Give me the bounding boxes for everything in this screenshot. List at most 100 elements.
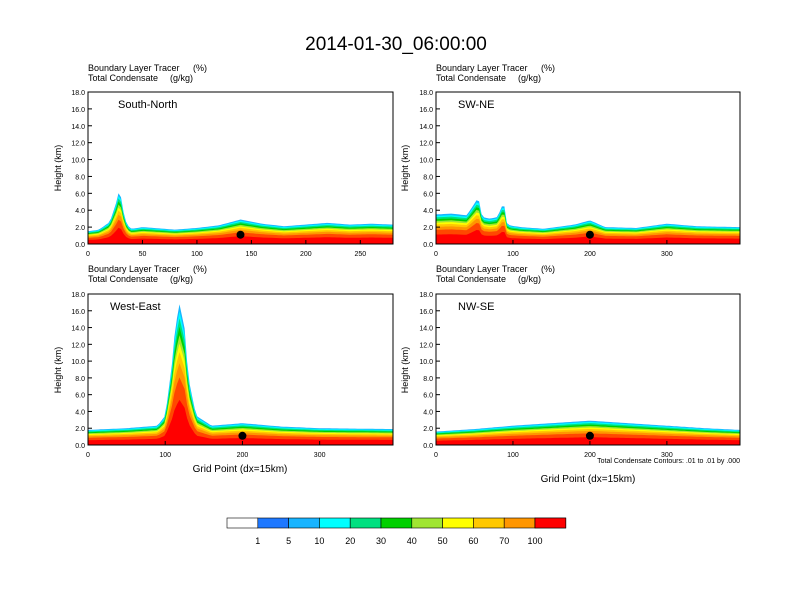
- y-tick-label: 14.0: [71, 124, 85, 131]
- location-marker: [236, 230, 245, 239]
- y-tick-label: 2.0: [423, 426, 433, 433]
- subtitle-condensate: Total Condensate: [436, 73, 506, 83]
- colorbar-swatch: [411, 517, 443, 529]
- y-tick-label: 10.0: [71, 158, 85, 165]
- y-axis-label: Height (km): [400, 347, 410, 394]
- subtitle-tracer: Boundary Layer Tracer: [436, 264, 528, 274]
- x-tick-label: 100: [507, 452, 519, 459]
- tracer-band-4: [88, 326, 393, 445]
- y-tick-label: 12.0: [71, 342, 85, 349]
- y-tick-label: 10.0: [419, 359, 433, 366]
- tracer-band-10: [88, 227, 393, 244]
- y-tick-label: 8.0: [75, 174, 85, 181]
- subtitle-tracer-unit: (%): [541, 264, 555, 274]
- x-tick-label: 200: [584, 251, 596, 258]
- y-axis-label: Height (km): [53, 347, 63, 394]
- plot-area: 0.0 2.0 4.0 6.0 8.0 10.0 12.0 14.0 16.0 18.0 0 100 2…: [419, 292, 741, 459]
- y-axis-label: Height (km): [53, 145, 63, 192]
- colorbar-swatch: [288, 517, 320, 529]
- y-tick-label: 10.0: [419, 158, 433, 165]
- y-tick-label: 4.0: [75, 409, 85, 416]
- subtitle-condensate: Total Condensate: [88, 274, 158, 284]
- subtitle-tracer: Boundary Layer Tracer: [436, 63, 528, 73]
- colorbar-label: 20: [345, 536, 355, 546]
- y-tick-label: 6.0: [75, 191, 85, 198]
- panel-south-north: Boundary Layer Tracer (%) Total Condensa…: [53, 63, 394, 258]
- y-tick-label: 16.0: [419, 309, 433, 316]
- y-tick-label: 4.0: [423, 208, 433, 215]
- y-tick-label: 0.0: [423, 443, 433, 450]
- x-tick-label: 100: [191, 251, 203, 258]
- x-tick-label: 200: [584, 452, 596, 459]
- plot-frame: [87, 91, 394, 245]
- x-tick-label: 0: [434, 251, 438, 258]
- subtitle-condensate-unit: (g/kg): [170, 274, 193, 284]
- tracer-field: [88, 193, 393, 244]
- y-tick-label: 4.0: [423, 409, 433, 416]
- subtitle-tracer-unit: (%): [193, 63, 207, 73]
- x-tick-label: 50: [139, 251, 147, 258]
- x-tick-label: 0: [86, 452, 90, 459]
- colorbar-swatch: [442, 517, 474, 529]
- x-tick-label: 150: [246, 251, 258, 258]
- y-tick-label: 4.0: [75, 208, 85, 215]
- subtitle-tracer-unit: (%): [541, 63, 555, 73]
- x-tick-label: 0: [434, 452, 438, 459]
- plot-frame: [435, 91, 741, 245]
- plot-frame: [87, 293, 394, 446]
- subtitle-tracer: Boundary Layer Tracer: [88, 63, 180, 73]
- panel-label: West-East: [110, 301, 161, 313]
- colorbar-label: 10: [314, 536, 324, 546]
- y-tick-label: 6.0: [423, 191, 433, 198]
- x-axis-label: Grid Point (dx=15km): [541, 474, 636, 485]
- y-tick-label: 0.0: [75, 443, 85, 450]
- colorbar-swatch: [319, 517, 351, 529]
- tracer-band-10: [436, 437, 740, 445]
- plot-frame: [435, 293, 741, 446]
- subtitle-condensate-unit: (g/kg): [518, 274, 541, 284]
- y-tick-label: 14.0: [419, 124, 433, 131]
- panel-label: SW-NE: [458, 99, 494, 111]
- y-tick-label: 6.0: [423, 393, 433, 400]
- x-tick-label: 200: [237, 452, 249, 459]
- colorbar-swatch: [349, 517, 382, 529]
- location-marker: [585, 230, 594, 239]
- x-tick-label: 100: [159, 452, 171, 459]
- y-tick-label: 6.0: [75, 393, 85, 400]
- colorbar-swatch: [226, 517, 259, 529]
- subtitle-condensate: Total Condensate: [436, 274, 506, 284]
- tracer-band-8: [88, 363, 393, 445]
- tracer-field: [436, 200, 740, 244]
- colorbar-swatch: [257, 517, 289, 529]
- contour-note: Total Condensate Contours: .01 to .01 by…: [597, 458, 740, 465]
- colorbar: 1 5 10 20 30 40 50 60 70 100: [226, 517, 567, 546]
- y-tick-label: 8.0: [423, 376, 433, 383]
- panel-nw-se: Boundary Layer Tracer (%) Total Condensa…: [400, 264, 741, 485]
- y-tick-label: 18.0: [419, 292, 433, 299]
- y-tick-label: 16.0: [71, 309, 85, 316]
- x-axis-label: Grid Point (dx=15km): [193, 464, 288, 475]
- panel-sw-ne: Boundary Layer Tracer (%) Total Condensa…: [400, 63, 741, 258]
- subtitle-condensate: Total Condensate: [88, 73, 158, 83]
- x-tick-label: 0: [86, 251, 90, 258]
- tracer-band-9: [88, 377, 393, 445]
- x-tick-label: 250: [354, 251, 366, 258]
- colorbar-label: 40: [407, 536, 417, 546]
- panel-label: NW-SE: [458, 301, 494, 313]
- y-tick-label: 18.0: [71, 292, 85, 299]
- y-tick-label: 16.0: [419, 107, 433, 114]
- colorbar-swatch: [503, 517, 536, 529]
- y-tick-label: 0.0: [423, 242, 433, 249]
- subtitle-tracer: Boundary Layer Tracer: [88, 264, 180, 274]
- colorbar-label: 60: [468, 536, 478, 546]
- colorbar-label: 5: [286, 536, 291, 546]
- y-tick-label: 8.0: [423, 174, 433, 181]
- tracer-band-2: [88, 311, 393, 445]
- y-tick-label: 0.0: [75, 242, 85, 249]
- plot-area: 0.0 2.0 4.0 6.0 8.0 10.0 12.0 14.0 16.0 18.0 0 100 2…: [71, 292, 394, 459]
- subtitle-condensate-unit: (g/kg): [518, 73, 541, 83]
- y-tick-label: 12.0: [419, 342, 433, 349]
- location-marker: [238, 431, 247, 440]
- y-tick-label: 10.0: [71, 359, 85, 366]
